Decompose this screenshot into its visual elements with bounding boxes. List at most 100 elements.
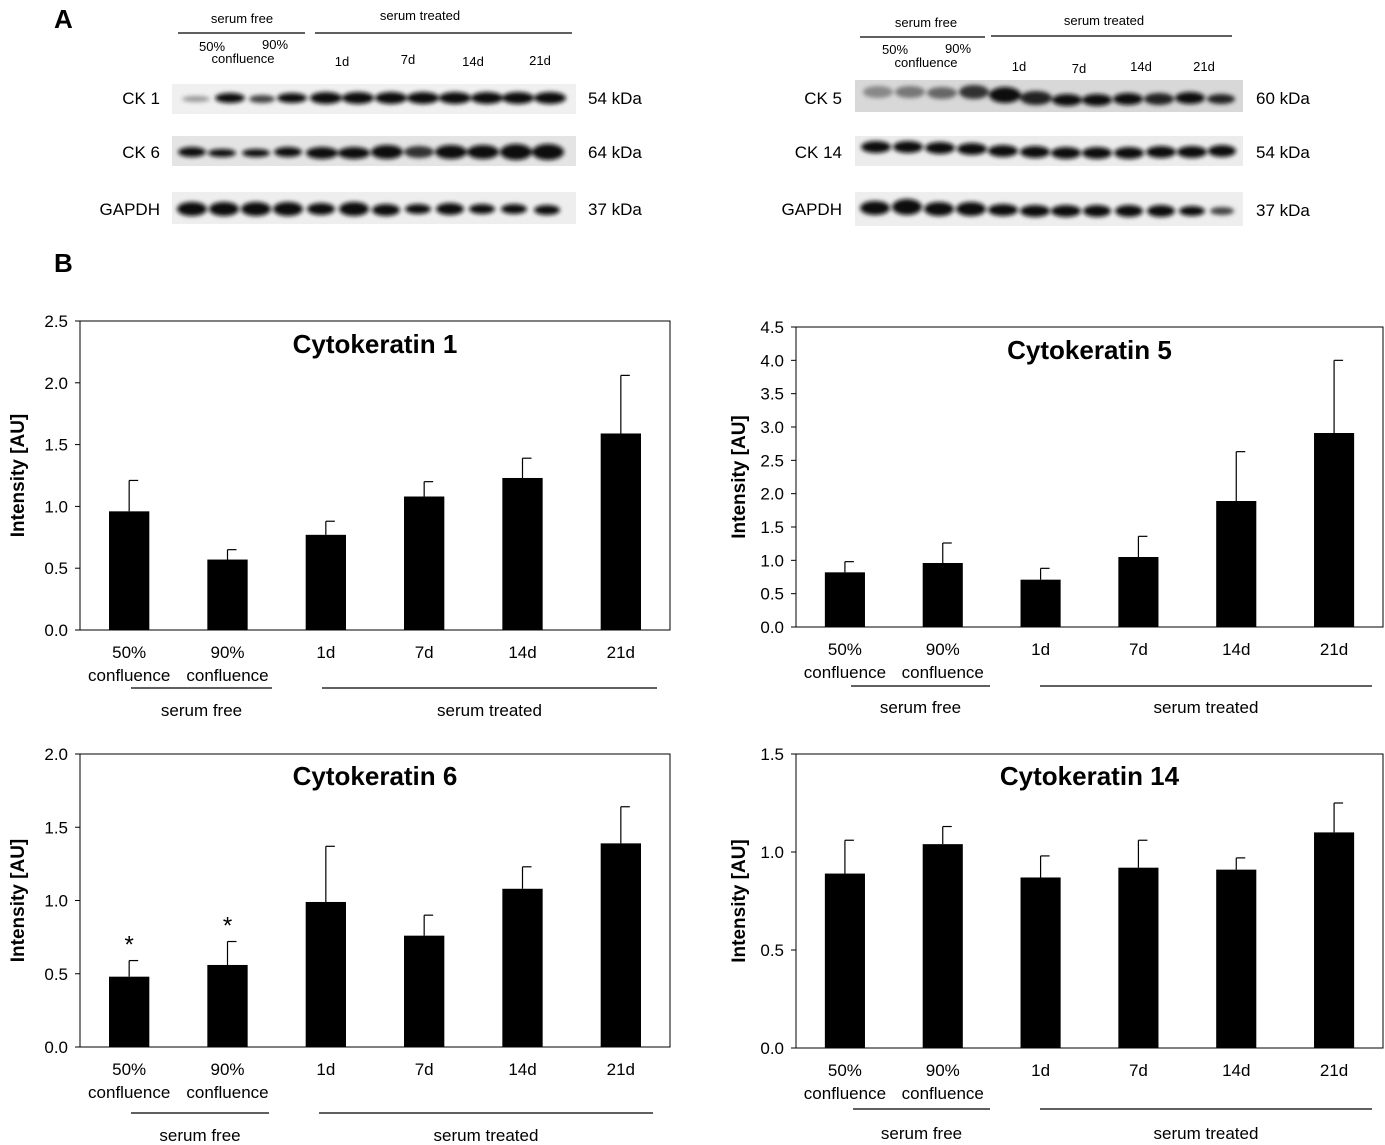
chart-2-plot-frame bbox=[795, 326, 1384, 628]
chart-2-y-tick-label: 0.5 bbox=[760, 585, 784, 604]
chart-3-group-label-serum-free: serum free bbox=[159, 1126, 240, 1145]
chart-4-category-label: 90% bbox=[926, 1061, 960, 1080]
chart-3-y-tick-label: 0.0 bbox=[44, 1038, 68, 1057]
chart-3-category-label: 7d bbox=[415, 1060, 434, 1079]
chart-3-plot-frame bbox=[79, 753, 671, 1048]
chart-2-bar bbox=[1216, 501, 1257, 627]
blot-right-confluence-word: confluence bbox=[895, 55, 958, 70]
chart-1-bar bbox=[502, 477, 543, 630]
chart-1-y-tick-label: 0.5 bbox=[44, 559, 68, 578]
chart-2-bar bbox=[1314, 433, 1355, 627]
chart-1-category-label: 14d bbox=[508, 643, 536, 662]
chart-3-category-label: 50% bbox=[112, 1060, 146, 1079]
chart-1-group-label-serum-treated: serum treated bbox=[437, 701, 542, 720]
chart-1-y-axis-label: Intensity [AU] bbox=[8, 414, 29, 538]
chart-3-category-label: 90% bbox=[210, 1060, 244, 1079]
chart-1-group-label-serum-free: serum free bbox=[161, 701, 242, 720]
chart-2-bar bbox=[922, 563, 963, 627]
chart-1-category-label: 7d bbox=[415, 643, 434, 662]
panel-label-b: B bbox=[54, 248, 73, 278]
chart-4-category-label: 1d bbox=[1031, 1061, 1050, 1080]
chart-4-y-tick-label: 0.5 bbox=[760, 941, 784, 960]
chart-3-bar bbox=[600, 843, 641, 1047]
chart-1-y-tick-label: 2.0 bbox=[44, 374, 68, 393]
chart-4-category-label: 14d bbox=[1222, 1061, 1250, 1080]
blot-right-serum-free-label: serum free bbox=[895, 15, 957, 30]
chart-2-y-tick-label: 2.5 bbox=[760, 451, 784, 470]
chart-3-y-axis-label: Intensity [AU] bbox=[8, 839, 29, 963]
blot-right-mw-ck5: 60 kDa bbox=[1256, 89, 1310, 108]
chart-1-y-tick-label: 1.0 bbox=[44, 497, 68, 516]
chart-2-category-label: 1d bbox=[1031, 640, 1050, 659]
blot-left-serum-free-label: serum free bbox=[211, 11, 273, 26]
chart-4-group-label-serum-free: serum free bbox=[881, 1124, 962, 1143]
blot-left-day-7d: 7d bbox=[401, 52, 415, 67]
chart-3-y-tick-label: 1.0 bbox=[44, 892, 68, 911]
chart-3-y-tick-label: 1.5 bbox=[44, 818, 68, 837]
blot-left-day-21d: 21d bbox=[529, 53, 551, 68]
chart-4-bar bbox=[1314, 832, 1355, 1048]
chart-2-title: Cytokeratin 5 bbox=[1007, 335, 1172, 365]
chart-2-category-label: 7d bbox=[1129, 640, 1148, 659]
blot-right-row-label-ck5: CK 5 bbox=[804, 89, 842, 108]
chart-3-bar bbox=[404, 935, 445, 1047]
chart-1-y-tick-label: 1.5 bbox=[44, 436, 68, 455]
blot-right-day-14d: 14d bbox=[1130, 59, 1152, 74]
blot-left-mw-ck1: 54 kDa bbox=[588, 89, 642, 108]
chart-3-category-label: 14d bbox=[508, 1060, 536, 1079]
chart-4-bar bbox=[824, 873, 865, 1048]
blot-right-row-label-ck14: CK 14 bbox=[795, 143, 842, 162]
chart-2-y-tick-label: 3.0 bbox=[760, 418, 784, 437]
chart-2-category-label: 50% bbox=[828, 640, 862, 659]
chart-2-y-tick-label: 1.0 bbox=[760, 551, 784, 570]
chart-2-bar bbox=[1118, 557, 1159, 627]
chart-1-category-label: 50% bbox=[112, 643, 146, 662]
chart-3-bar bbox=[502, 888, 543, 1047]
chart-2-category-label: confluence bbox=[804, 663, 886, 682]
chart-1-plot-frame bbox=[79, 320, 671, 631]
blot-left-confluence-50: 50% bbox=[199, 39, 225, 54]
chart-2-category-label: 90% bbox=[926, 640, 960, 659]
chart-2-y-tick-label: 3.5 bbox=[760, 385, 784, 404]
blot-left-row-label-ck6: CK 6 bbox=[122, 143, 160, 162]
chart-4-group-label-serum-treated: serum treated bbox=[1154, 1124, 1259, 1143]
chart-3-title: Cytokeratin 6 bbox=[293, 761, 458, 791]
chart-2-y-tick-label: 4.0 bbox=[760, 351, 784, 370]
chart-4-y-tick-label: 1.5 bbox=[760, 745, 784, 764]
blot-right-day-1d: 1d bbox=[1012, 59, 1026, 74]
blot-right-serum-treated-label: serum treated bbox=[1064, 13, 1144, 28]
chart-2-category-label: 14d bbox=[1222, 640, 1250, 659]
chart-4-bar bbox=[1216, 869, 1257, 1048]
chart-1-category-label: 90% bbox=[210, 643, 244, 662]
blot-right-confluence-90: 90% bbox=[945, 41, 971, 56]
blot-right-confluence-50: 50% bbox=[882, 42, 908, 57]
blot-left-row-label-gapdh: GAPDH bbox=[100, 200, 160, 219]
chart-3-significance-marker: * bbox=[124, 932, 133, 959]
chart-1-bar bbox=[600, 433, 641, 630]
chart-1-bar bbox=[404, 496, 445, 630]
chart-4-category-label: 50% bbox=[828, 1061, 862, 1080]
blot-right-mw-ck14: 54 kDa bbox=[1256, 143, 1310, 162]
chart-2-y-tick-label: 4.5 bbox=[760, 318, 784, 337]
chart-1-category-label: confluence bbox=[186, 666, 268, 685]
chart-4-bar bbox=[922, 844, 963, 1048]
panel-label-a: A bbox=[54, 4, 73, 34]
chart-4-y-tick-label: 1.0 bbox=[760, 843, 784, 862]
chart-4-bar bbox=[1118, 867, 1159, 1048]
blot-left-confluence-word: confluence bbox=[212, 51, 275, 66]
chart-4-y-axis-label: Intensity [AU] bbox=[729, 839, 750, 963]
chart-3-significance-marker: * bbox=[223, 913, 232, 940]
chart-3-category-label: confluence bbox=[186, 1083, 268, 1102]
chart-4-category-label: 21d bbox=[1320, 1061, 1348, 1080]
chart-1-y-tick-label: 0.0 bbox=[44, 621, 68, 640]
chart-4-title: Cytokeratin 14 bbox=[1000, 761, 1180, 791]
chart-3-bar bbox=[207, 964, 248, 1047]
chart-4-category-label: 7d bbox=[1129, 1061, 1148, 1080]
blot-right-row-label-gapdh: GAPDH bbox=[782, 200, 842, 219]
chart-3-group-label-serum-treated: serum treated bbox=[434, 1126, 539, 1145]
chart-2-group-label-serum-treated: serum treated bbox=[1154, 698, 1259, 717]
chart-1-category-label: 21d bbox=[607, 643, 635, 662]
blot-right-day-21d: 21d bbox=[1193, 59, 1215, 74]
chart-2-group-label-serum-free: serum free bbox=[880, 698, 961, 717]
